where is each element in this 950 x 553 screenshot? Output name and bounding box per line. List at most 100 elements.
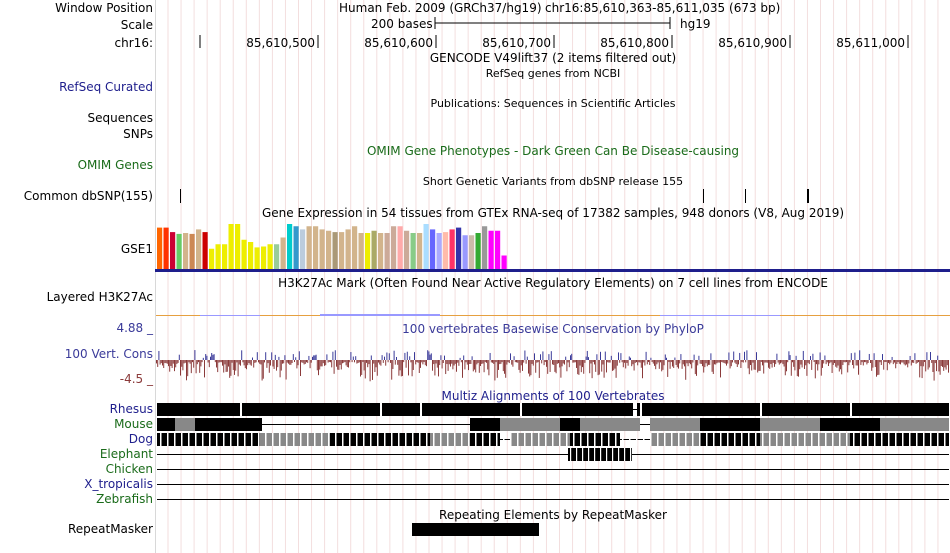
h3k27ac-track-label[interactable]: Layered H3K27Ac (46, 290, 153, 304)
phylop-negative-bar (517, 360, 519, 363)
phylop-negative-bar (470, 360, 472, 364)
phylop-positive-bar (570, 355, 571, 360)
phylop-negative-bar (360, 360, 361, 377)
repeatmasker-track-title[interactable]: Repeating Elements by RepeatMasker (439, 508, 667, 522)
phylop-negative-bar (475, 360, 477, 373)
h3k27ac-track-title[interactable]: H3K27Ac Mark (Often Found Near Active Re… (278, 276, 828, 290)
multiz-track-title[interactable]: Multiz Alignments of 100 Vertebrates (441, 389, 665, 403)
phylop-negative-bar (828, 360, 829, 367)
phylop-positive-bar (271, 352, 273, 360)
gtex-tissue-bar (326, 230, 332, 269)
phylop-negative-bar (172, 360, 174, 364)
phylop-positive-bar (158, 350, 160, 360)
alignment-break (692, 433, 694, 446)
gtex-tissue-bar (488, 230, 494, 269)
species-label-rhesus[interactable]: Rhesus (109, 402, 153, 416)
phylop-negative-bar (910, 360, 912, 366)
refseq-track-title[interactable]: RefSeq genes from NCBI (485, 67, 621, 80)
alignment-break (461, 433, 463, 446)
species-label-dog[interactable]: Dog (128, 432, 153, 446)
alignment-break (923, 433, 925, 446)
phylop-negative-bar (439, 360, 441, 366)
phylop-negative-bar (805, 360, 807, 366)
coordinates-readout[interactable]: chr16:85,610,363-85,611,035 (673 bp) (545, 1, 781, 15)
phylop-negative-bar (738, 360, 739, 365)
phylop-negative-bar (266, 360, 268, 368)
phylop-negative-bar (820, 360, 822, 376)
omim-track-title[interactable]: OMIM Gene Phenotypes - Dark Green Can Be… (366, 144, 740, 158)
phylop-track-label[interactable]: 100 Vert. Cons (64, 347, 153, 361)
species-label-x-tropicalis[interactable]: X_tropicalis (84, 477, 153, 491)
publications-track-title[interactable]: Publications: Sequences in Scientific Ar… (430, 97, 676, 110)
refseq-track-label[interactable]: RefSeq Curated (59, 80, 153, 94)
phylop-negative-bar (254, 360, 256, 363)
phylop-negative-bar (892, 360, 894, 365)
dbsnp-track-title[interactable]: Short Genetic Variants from dbSNP releas… (422, 175, 684, 188)
omim-track-label[interactable]: OMIM Genes (77, 158, 153, 172)
phylop-negative-bar (165, 360, 167, 364)
sequences-track-label[interactable]: Sequences (87, 111, 153, 125)
alignment-block (637, 403, 949, 416)
alignment-block (560, 418, 580, 431)
phylop-negative-bar (159, 360, 161, 365)
gtex-tissue-bar (495, 230, 501, 269)
phylop-negative-bar (614, 360, 616, 369)
phylop-negative-bar (345, 360, 347, 366)
alignment-break (405, 433, 407, 446)
dbsnp-track-label[interactable]: Common dbSNP(155) (23, 189, 153, 203)
phylop-negative-bar (349, 360, 351, 363)
phylop-negative-bar (481, 360, 483, 364)
phylop-negative-bar (216, 360, 217, 368)
phylop-negative-bar (495, 360, 497, 363)
gencode-track-title[interactable]: GENCODE V49lift37 (2 items filtered out) (429, 51, 677, 65)
phylop-negative-bar (556, 360, 558, 364)
alignment-block (760, 418, 820, 431)
phylop-negative-bar (330, 360, 331, 363)
alignment-break (258, 433, 260, 446)
gtex-tissue-bar (241, 239, 247, 269)
gtex-tissue-bar (319, 229, 325, 269)
gtex-gene-label[interactable]: GSE1 (120, 242, 153, 256)
phylop-negative-bar (201, 360, 203, 363)
phylop-negative-bar (246, 360, 247, 370)
alignment-break (503, 433, 505, 446)
alignment-break (433, 433, 435, 446)
species-label-elephant[interactable]: Elephant (99, 447, 153, 461)
snps-track-label[interactable]: SNPs (123, 127, 153, 141)
gtex-track-title[interactable]: Gene Expression in 54 tissues from GTEx … (261, 206, 845, 220)
phylop-negative-bar (740, 360, 742, 368)
species-label-mouse[interactable]: Mouse (114, 417, 153, 431)
phylop-positive-bar (645, 351, 647, 360)
alignment-break (734, 433, 736, 446)
phylop-negative-bar (727, 360, 729, 364)
phylop-negative-bar (322, 360, 324, 364)
repeatmasker-track-label[interactable]: RepeatMasker (67, 522, 153, 536)
phylop-positive-bar (571, 353, 573, 360)
phylop-negative-bar (934, 360, 936, 364)
phylop-track-title[interactable]: 100 vertebrates Basewise Conservation by… (402, 322, 704, 336)
species-label-chicken[interactable]: Chicken (105, 462, 153, 476)
species-label-zebrafish[interactable]: Zebrafish (96, 492, 153, 506)
phylop-negative-bar (438, 360, 439, 377)
phylop-negative-bar (483, 360, 485, 373)
phylop-negative-bar (196, 360, 198, 365)
alignment-break (349, 433, 351, 446)
alignment-block (470, 433, 500, 446)
phylop-negative-bar (296, 360, 298, 369)
alignment-break (307, 433, 309, 446)
phylop-negative-bar (751, 360, 753, 371)
phylop-negative-bar (412, 360, 414, 370)
alignment-break (251, 433, 253, 446)
alignment-break (643, 433, 645, 446)
phylop-negative-bar (411, 360, 413, 377)
phylop-negative-bar (801, 360, 803, 368)
phylop-negative-bar (344, 360, 346, 363)
phylop-negative-bar (714, 360, 715, 365)
